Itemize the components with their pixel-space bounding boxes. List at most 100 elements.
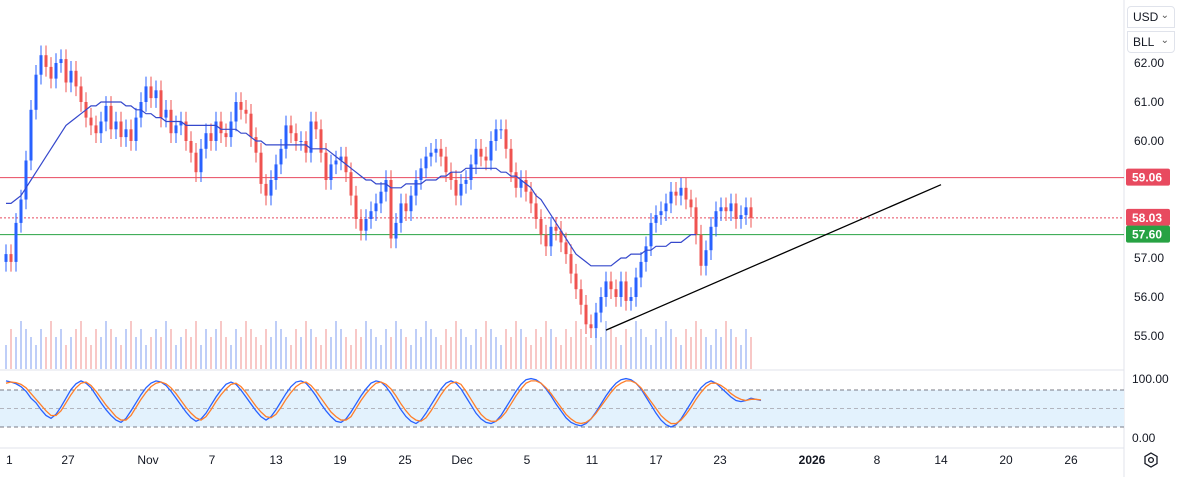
volume-bar bbox=[320, 345, 322, 369]
chevron-down-icon: ⌄ bbox=[1160, 10, 1169, 21]
volume-bar bbox=[50, 321, 52, 369]
candle-body bbox=[124, 129, 128, 138]
volume-bar bbox=[535, 329, 537, 369]
volume-bar bbox=[335, 321, 337, 369]
volume-bar bbox=[655, 329, 657, 369]
volume-bar bbox=[725, 321, 727, 369]
candle-body bbox=[69, 70, 73, 83]
candle-body bbox=[9, 254, 13, 262]
x-tick-label: 13 bbox=[269, 453, 283, 467]
volume-bar bbox=[485, 321, 487, 369]
volume-bar bbox=[595, 329, 597, 369]
volume-bar bbox=[265, 329, 267, 369]
volume-bar bbox=[630, 337, 632, 369]
candle-body bbox=[219, 121, 223, 134]
volume-bar bbox=[245, 321, 247, 369]
candle-body bbox=[109, 105, 113, 130]
candle-body bbox=[664, 203, 668, 212]
x-tick-label: Dec bbox=[451, 453, 472, 467]
candle-body bbox=[609, 281, 613, 290]
settings-icon[interactable] bbox=[1143, 452, 1159, 468]
x-tick-label: 19 bbox=[333, 453, 347, 467]
candle-body bbox=[579, 289, 583, 305]
candle-body bbox=[349, 172, 353, 196]
volume-bar bbox=[310, 329, 312, 369]
x-tick-label: 20 bbox=[999, 453, 1013, 467]
candle-body bbox=[289, 125, 293, 134]
volume-bar bbox=[160, 337, 162, 369]
oscillator-y-tick-label: 0.00 bbox=[1132, 431, 1156, 445]
volume-bar bbox=[370, 329, 372, 369]
candle-body bbox=[584, 304, 588, 325]
candle-body bbox=[679, 187, 683, 196]
candle-body bbox=[94, 125, 98, 134]
volume-bar bbox=[90, 345, 92, 369]
volume-bar bbox=[45, 337, 47, 369]
trendline bbox=[605, 184, 942, 331]
candle-body bbox=[34, 74, 38, 110]
candle-body bbox=[429, 152, 433, 157]
candle-body bbox=[389, 180, 393, 239]
candle-body bbox=[204, 133, 208, 149]
volume-bar bbox=[575, 321, 577, 369]
candle-body bbox=[714, 211, 718, 227]
unit-selector[interactable]: BLL ⌄ bbox=[1127, 31, 1175, 53]
candle-body bbox=[399, 203, 403, 223]
currency-selector[interactable]: USD ⌄ bbox=[1127, 6, 1175, 28]
candle-body bbox=[504, 129, 508, 149]
candle-body bbox=[359, 219, 363, 231]
candle-body bbox=[59, 59, 63, 63]
volume-bar bbox=[15, 337, 17, 369]
x-tick-label: Nov bbox=[137, 453, 158, 467]
candle-body bbox=[509, 148, 513, 173]
candle-body bbox=[564, 242, 568, 255]
volume-bar bbox=[550, 329, 552, 369]
candle-body bbox=[39, 55, 43, 75]
volume-bar bbox=[155, 329, 157, 369]
candle-body bbox=[79, 86, 83, 102]
volume-bar bbox=[675, 337, 677, 369]
candle-body bbox=[149, 86, 153, 99]
volume-bar bbox=[510, 337, 512, 369]
volume-bar bbox=[395, 321, 397, 369]
volume-bar bbox=[255, 337, 257, 369]
volume-bar bbox=[615, 337, 617, 369]
candle-body bbox=[554, 226, 558, 231]
volume-bar bbox=[710, 345, 712, 369]
candle-body bbox=[614, 289, 618, 297]
candle-body bbox=[189, 141, 193, 153]
candle-body bbox=[689, 199, 693, 208]
x-tick-label: 17 bbox=[649, 453, 663, 467]
candle-body bbox=[324, 152, 328, 180]
volume-bar bbox=[700, 329, 702, 369]
volume-bar bbox=[280, 329, 282, 369]
candle-body bbox=[184, 121, 188, 141]
volume-bar bbox=[215, 329, 217, 369]
candle-body bbox=[454, 180, 458, 196]
candle-body bbox=[669, 191, 673, 204]
volume-bar bbox=[345, 337, 347, 369]
candle-body bbox=[369, 211, 373, 219]
volume-bar bbox=[585, 337, 587, 369]
candle-body bbox=[304, 141, 308, 153]
volume-bar bbox=[80, 321, 82, 369]
candle-body bbox=[469, 164, 473, 180]
volume-bar bbox=[610, 329, 612, 369]
volume-bar bbox=[35, 345, 37, 369]
candle-body bbox=[319, 129, 323, 153]
candle-body bbox=[734, 203, 738, 219]
candle-body bbox=[224, 133, 228, 138]
volume-bar bbox=[5, 345, 7, 369]
volume-bar bbox=[745, 329, 747, 369]
volume-bar bbox=[390, 337, 392, 369]
candle-body bbox=[649, 222, 653, 247]
x-tick-label: 26 bbox=[1064, 453, 1078, 467]
volume-bar bbox=[530, 345, 532, 369]
volume-bar bbox=[25, 329, 27, 369]
volume-bar bbox=[505, 329, 507, 369]
volume-bar bbox=[175, 345, 177, 369]
candle-body bbox=[24, 160, 28, 200]
candle-body bbox=[654, 215, 658, 223]
